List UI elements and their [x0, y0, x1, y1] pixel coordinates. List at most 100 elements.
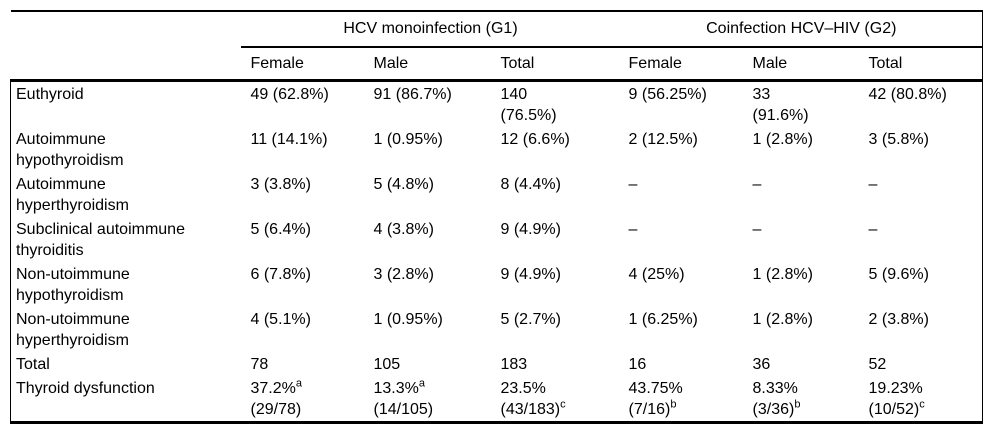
data-cell-line: –: [629, 174, 735, 195]
data-cell-line: 1 (2.8%): [753, 264, 851, 285]
row-label-line: hyperthyroidism: [16, 332, 129, 349]
data-cell-line: (91.6%): [753, 105, 851, 126]
superscript-marker: c: [919, 398, 925, 411]
data-cell: 4 (25%): [619, 262, 743, 307]
data-cell-value: 5 (9.6%): [868, 266, 929, 283]
data-cell-value: 52: [868, 356, 887, 373]
data-cell: 105: [364, 352, 491, 376]
data-cell-line: 3 (5.8%): [869, 129, 975, 150]
data-cell-line: 43.75%: [629, 378, 735, 399]
data-cell-line: 36: [753, 354, 851, 375]
group-header-hcv-monoinfection: HCV monoinfection (G1): [240, 11, 619, 48]
data-cell-line: –: [629, 219, 735, 240]
data-cell: 5 (6.4%): [241, 217, 364, 262]
data-cell-line: 1 (0.95%): [374, 309, 483, 330]
data-cell-value: 183: [500, 356, 528, 373]
data-cell: 6 (7.8%): [241, 262, 364, 307]
data-cell-value: 12 (6.6%): [500, 131, 570, 148]
data-cell-value: 91 (86.7%): [373, 86, 452, 103]
data-cell: 1 (0.95%): [364, 127, 491, 172]
data-cell-value: 5 (4.8%): [373, 176, 434, 193]
data-cell: 4 (5.1%): [241, 307, 364, 352]
data-cell: 5 (2.7%): [491, 307, 619, 352]
data-cell-value: 78: [250, 356, 269, 373]
data-cell-line: (43/183)c: [501, 399, 611, 420]
data-cell-line: –: [753, 219, 851, 240]
data-cell-value: 33: [752, 86, 771, 103]
row-label-line: thyroiditis: [16, 242, 84, 259]
data-cell-value: –: [752, 176, 762, 193]
data-cell: 4 (3.8%): [364, 217, 491, 262]
data-cell-value: 8.33%: [752, 380, 798, 397]
sub-header-row: Female Male Total Female Male Total: [10, 47, 983, 82]
row-label: Total: [10, 352, 241, 376]
data-cell: 37.2%a (29/78): [241, 376, 364, 423]
row-label: Thyroid dysfunction: [10, 376, 241, 423]
data-cell-line: 78: [251, 354, 356, 375]
table-row: Non-utoimmune hypothyroidism 6 (7.8%) 3 (2.…: [10, 262, 983, 307]
data-cell: –: [743, 172, 859, 217]
data-cell-line: 8 (4.4%): [501, 174, 611, 195]
data-cell-line: 3 (3.8%): [251, 174, 356, 195]
data-cell: 42 (80.8%): [859, 81, 983, 128]
data-cell-line: (7/16)b: [629, 399, 735, 420]
data-cell-value: (43/183): [500, 401, 561, 418]
data-cell: 52: [859, 352, 983, 376]
data-cell-line: 1 (2.8%): [753, 129, 851, 150]
data-cell: 3 (3.8%): [241, 172, 364, 217]
data-cell-value: 8 (4.4%): [500, 176, 561, 193]
thyroid-status-table: HCV monoinfection (G1) Coinfection HCV–H…: [10, 10, 984, 424]
data-cell: 1 (0.95%): [364, 307, 491, 352]
data-cell-line: 5 (6.4%): [251, 219, 356, 240]
group-header-row: HCV monoinfection (G1) Coinfection HCV–H…: [11, 11, 983, 48]
data-cell-value: 105: [373, 356, 401, 373]
data-cell: 3 (2.8%): [364, 262, 491, 307]
data-cell-line: (76.5%): [501, 105, 611, 126]
data-cell-line: 2 (12.5%): [629, 129, 735, 150]
data-cell-line: –: [869, 174, 975, 195]
data-cell-value: 3 (3.8%): [250, 176, 311, 193]
column-header-female-g2: Female: [618, 47, 743, 82]
data-cell-line: 3 (2.8%): [374, 264, 483, 285]
data-cell-line: 12 (6.6%): [501, 129, 611, 150]
data-cell-value: 9 (4.9%): [500, 266, 561, 283]
superscript-marker: b: [670, 398, 677, 411]
data-cell-value: (76.5%): [500, 107, 557, 124]
data-cell: 5 (9.6%): [859, 262, 983, 307]
data-cell: 11 (14.1%): [241, 127, 364, 172]
data-cell-line: 5 (2.7%): [501, 309, 611, 330]
data-cell: 16: [619, 352, 743, 376]
data-cell-value: 5 (2.7%): [500, 311, 561, 328]
data-cell: 1 (2.8%): [743, 262, 859, 307]
corner-cell-2: [10, 47, 241, 82]
row-label-line: hypothyroidism: [16, 152, 124, 169]
row-label-line: Autoimmune: [16, 131, 106, 148]
data-cell-line: 1 (6.25%): [629, 309, 735, 330]
row-label-line: hyperthyroidism: [16, 197, 129, 214]
data-cell-value: 42 (80.8%): [868, 86, 947, 103]
data-cell-line: 11 (14.1%): [251, 129, 356, 150]
data-cell: 140 (76.5%): [491, 81, 619, 128]
data-cell-value: 1 (2.8%): [752, 131, 813, 148]
data-cell-value: 1 (0.95%): [373, 131, 443, 148]
table-row: Thyroid dysfunction 37.2%a (29/78) 13.3%a (1…: [10, 376, 983, 423]
data-cell-line: 4 (25%): [629, 264, 735, 285]
data-cell: 91 (86.7%): [364, 81, 491, 128]
row-label: Autoimmune hyperthyroidism: [10, 172, 241, 217]
data-cell-line: 6 (7.8%): [251, 264, 356, 285]
data-cell: 9 (56.25%): [619, 81, 743, 128]
row-label: Autoimmune hypothyroidism: [10, 127, 241, 172]
data-cell-line: (10/52)c: [869, 399, 975, 420]
data-cell-line: 5 (4.8%): [374, 174, 483, 195]
column-header-male-g1: Male: [363, 47, 491, 82]
data-cell-value: 6 (7.8%): [250, 266, 311, 283]
data-cell-value: 4 (3.8%): [373, 221, 434, 238]
data-cell-line: (14/105): [374, 399, 483, 420]
data-cell-line: 9 (56.25%): [629, 84, 735, 105]
superscript-marker: a: [418, 377, 425, 390]
data-cell-line: 52: [869, 354, 975, 375]
row-label: Euthyroid: [10, 80, 241, 127]
data-cell-line: 19.23%: [869, 378, 975, 399]
data-cell: 43.75% (7/16)b: [619, 376, 743, 423]
data-cell-value: 37.2%: [250, 380, 296, 397]
